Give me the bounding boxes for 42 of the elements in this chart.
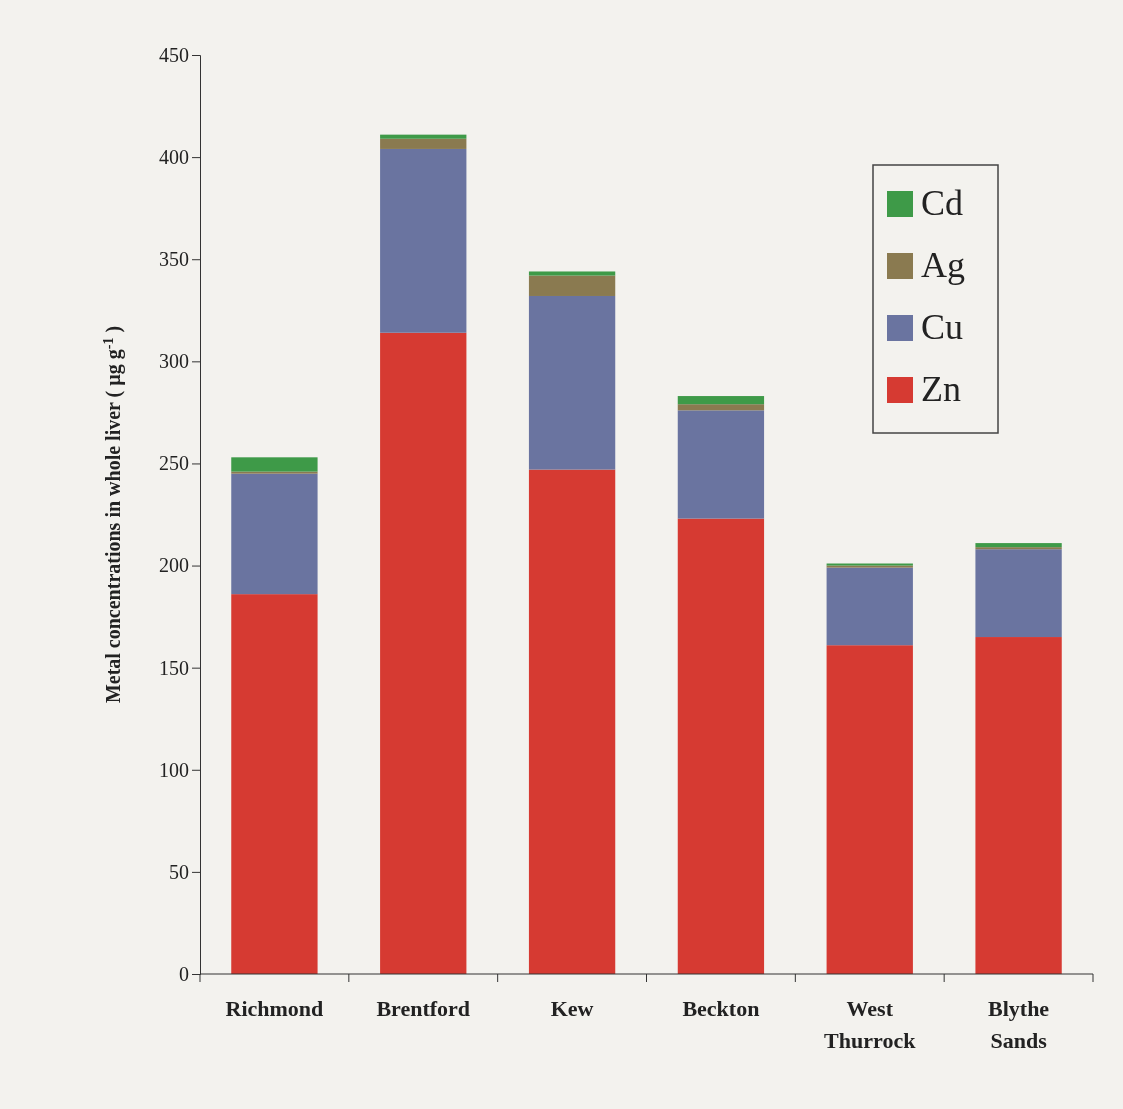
bar — [528, 295, 616, 470]
bar — [975, 549, 1062, 638]
bar — [677, 518, 765, 974]
y-tick-label: 100 — [159, 758, 189, 781]
y-tick-label: 400 — [159, 146, 189, 169]
bar — [975, 637, 1062, 974]
x-tick-label: West Thurrock — [824, 996, 917, 1053]
x-tick-label: Kew — [550, 996, 594, 1021]
bar — [826, 567, 913, 646]
bar — [975, 547, 1062, 550]
bar — [380, 138, 467, 149]
legend-label: Ag — [921, 245, 965, 285]
bar — [380, 148, 467, 333]
y-tick-label: 250 — [159, 452, 189, 475]
legend-label: Cu — [921, 307, 964, 347]
legend-label: Cd — [921, 183, 964, 223]
y-tick-label: 50 — [169, 860, 189, 883]
bar — [975, 543, 1062, 548]
x-tick-label: Beckton — [682, 996, 760, 1021]
bar — [528, 275, 616, 296]
y-tick-label: 150 — [159, 656, 189, 679]
legend-label: Zn — [921, 369, 961, 409]
bar — [528, 469, 616, 974]
bar — [380, 332, 467, 974]
y-tick-label: 350 — [159, 248, 189, 271]
bar — [380, 134, 467, 139]
y-tick-label: 300 — [159, 350, 189, 373]
x-tick-label: Brentford — [376, 996, 471, 1021]
bar — [528, 271, 616, 276]
bar — [826, 645, 913, 974]
y-tick-label: 0 — [179, 962, 189, 985]
bar — [231, 457, 318, 472]
bar — [231, 473, 318, 595]
bar — [231, 471, 318, 474]
x-tick-label: Blythe Sands — [988, 996, 1050, 1053]
bar — [231, 594, 318, 974]
x-tick-label: Richmond — [225, 996, 324, 1021]
bar — [677, 396, 765, 405]
y-tick-label: 200 — [159, 554, 189, 577]
bar — [677, 404, 765, 411]
bar — [677, 410, 765, 519]
y-tick-label: 450 — [159, 43, 189, 66]
